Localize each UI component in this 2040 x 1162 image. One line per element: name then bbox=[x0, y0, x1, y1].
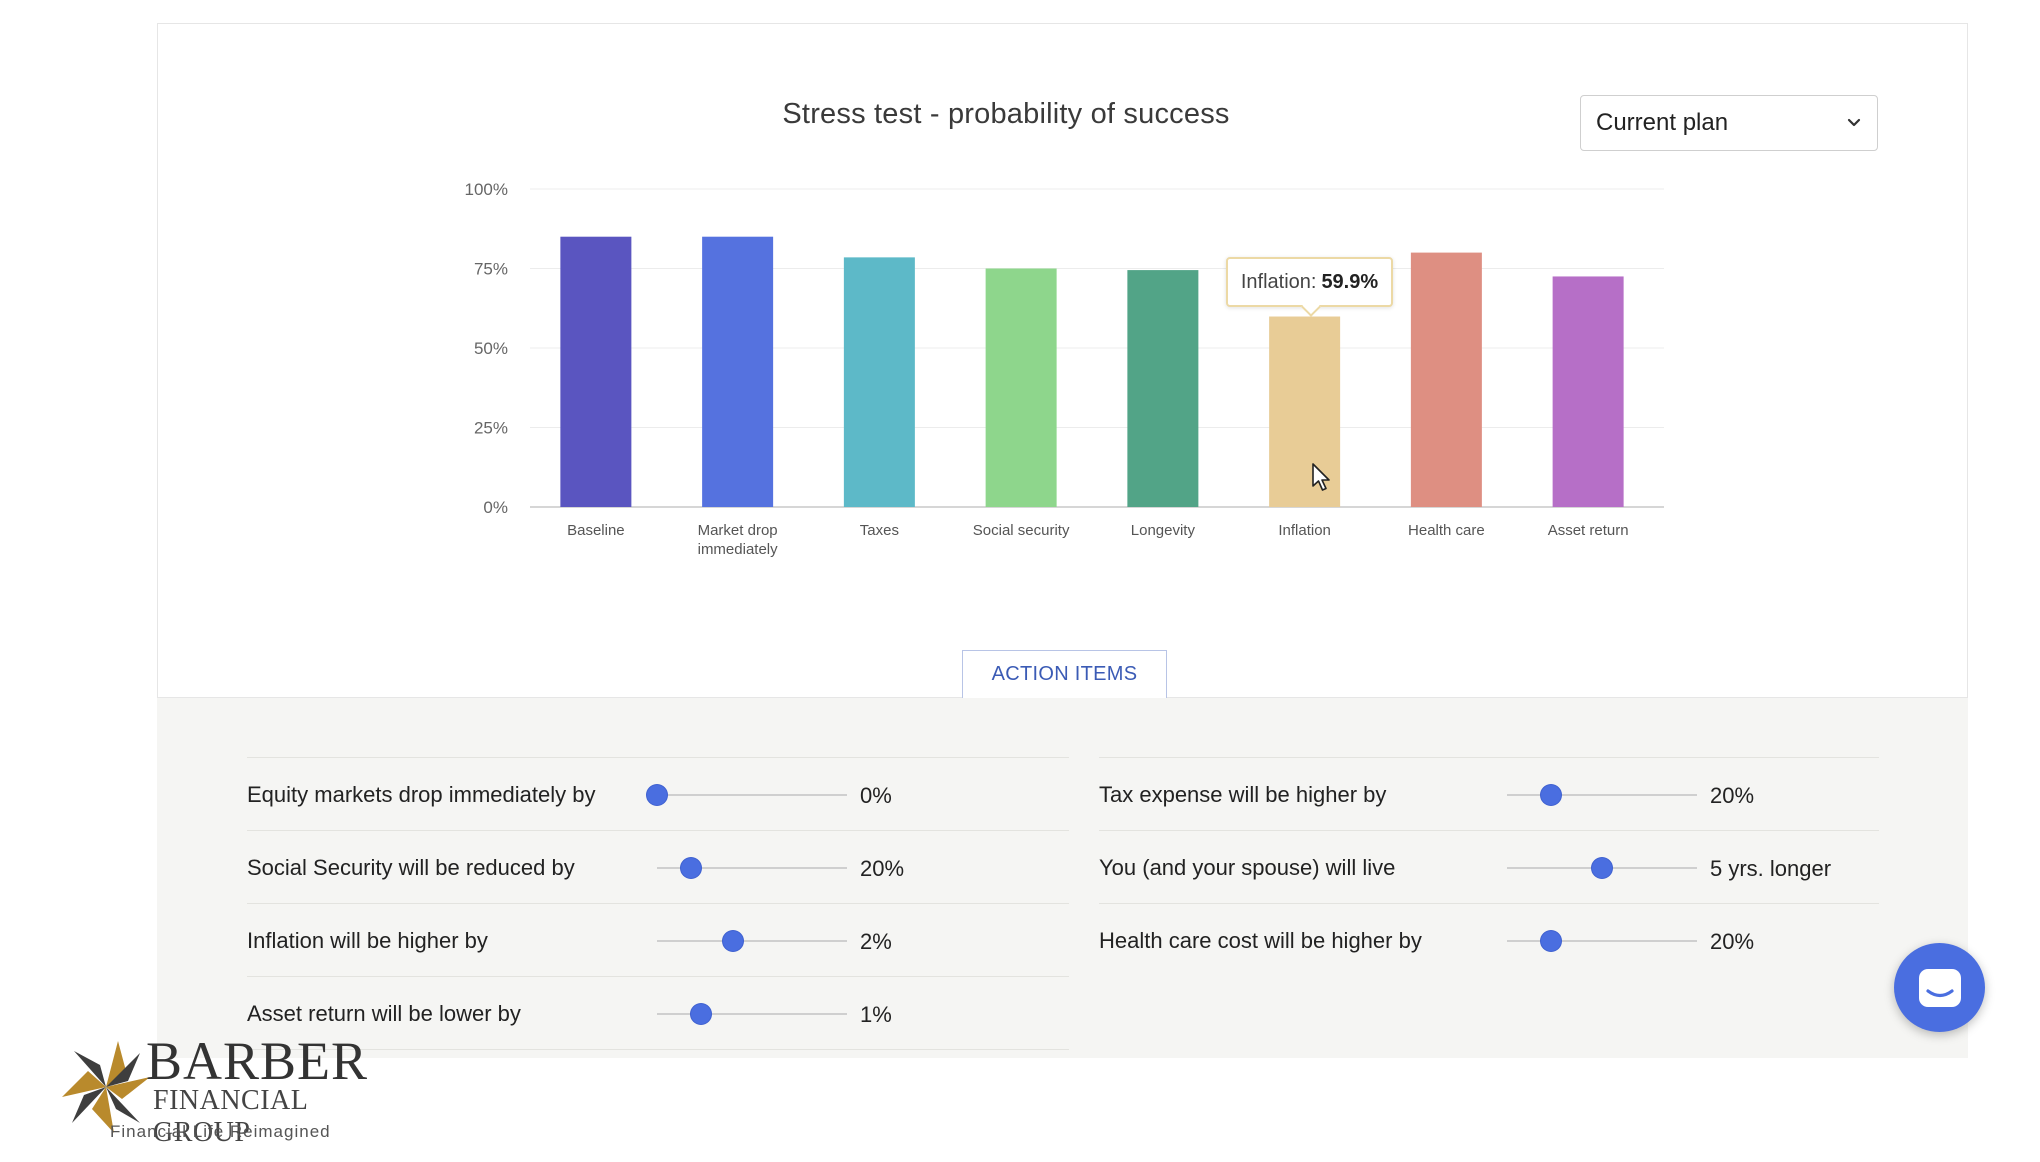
bar[interactable] bbox=[1127, 270, 1199, 507]
stress-input-value: 5 yrs. longer bbox=[1710, 856, 1832, 881]
x-category-label: Health care bbox=[1408, 522, 1485, 539]
chat-button[interactable] bbox=[1894, 943, 1985, 1032]
bar[interactable] bbox=[702, 236, 774, 507]
stress-input-row: Equity markets drop immediately by 0% bbox=[247, 757, 1069, 831]
stress-input-row: Inflation will be higher by 2% bbox=[247, 903, 1069, 977]
logo-tagline: Financial Life Reimagined bbox=[110, 1122, 331, 1141]
bar[interactable] bbox=[985, 268, 1057, 508]
logo-group: FINANCIAL GROUP bbox=[153, 1085, 308, 1148]
y-tick-label: 75% bbox=[474, 260, 508, 279]
chevron-down-icon bbox=[1847, 118, 1861, 127]
y-tick-label: 25% bbox=[474, 419, 508, 438]
stress-slider-handle[interactable] bbox=[723, 931, 743, 951]
stress-slider-handle[interactable] bbox=[690, 1004, 711, 1024]
logo-name: BARBER bbox=[146, 1031, 369, 1091]
y-tick-label: 50% bbox=[474, 339, 508, 358]
stress-slider-track[interactable] bbox=[1507, 940, 1697, 942]
x-category-label: Baseline bbox=[567, 522, 625, 539]
stress-slider-track[interactable] bbox=[657, 940, 847, 942]
stress-input-row: Tax expense will be higher by 20% bbox=[1099, 757, 1879, 831]
stress-inputs-panel bbox=[157, 698, 1968, 1058]
stress-input-row: Health care cost will be higher by 20% bbox=[1099, 903, 1879, 977]
stress-slider-handle[interactable] bbox=[1592, 858, 1612, 878]
stress-input-label: Social Security will be reduced by bbox=[247, 855, 575, 880]
stress-input-value: 0% bbox=[860, 783, 892, 808]
stress-slider-track[interactable] bbox=[657, 1013, 847, 1015]
stress-input-value: 20% bbox=[860, 856, 905, 881]
stress-slider-handle[interactable] bbox=[1540, 931, 1561, 951]
bar[interactable] bbox=[1552, 276, 1624, 507]
action-items-button[interactable]: ACTION ITEMS bbox=[962, 650, 1167, 698]
bar[interactable] bbox=[1269, 316, 1341, 507]
bar[interactable] bbox=[843, 257, 915, 507]
stress-input-label: Equity markets drop immediately by bbox=[247, 782, 596, 807]
chart-title: Stress test - probability of success bbox=[782, 98, 1230, 130]
chat-icon bbox=[1918, 968, 1961, 1007]
mouse-cursor-icon bbox=[1312, 463, 1330, 491]
x-category-label: Asset return bbox=[1548, 522, 1629, 539]
stress-input-value: 20% bbox=[1710, 783, 1755, 808]
plan-select[interactable]: Current plan bbox=[1580, 95, 1878, 151]
stress-input-label: Inflation will be higher by bbox=[247, 928, 488, 953]
x-category-label: Market drop immediately bbox=[698, 522, 779, 558]
logo-pinwheel-icon bbox=[62, 1041, 150, 1133]
x-category-label: Inflation bbox=[1278, 522, 1331, 539]
stress-input-label: You (and your spouse) will live bbox=[1099, 855, 1396, 880]
stress-input-label: Tax expense will be higher by bbox=[1099, 782, 1387, 807]
stress-input-row: You (and your spouse) will live 5 yrs. lo… bbox=[1099, 830, 1879, 904]
stress-input-label: Health care cost will be higher by bbox=[1099, 928, 1422, 953]
y-tick-label: 100% bbox=[465, 180, 508, 199]
bar[interactable] bbox=[560, 236, 632, 507]
stress-slider-handle[interactable] bbox=[1540, 785, 1561, 805]
company-logo: BARBER FINANCIAL GROUP Financial Life Re… bbox=[58, 1031, 388, 1148]
stress-input-value: 20% bbox=[1710, 929, 1755, 954]
stress-slider-track[interactable] bbox=[657, 794, 847, 796]
x-category-label: Social security bbox=[973, 522, 1070, 539]
bar-tooltip: Inflation: 59.9% bbox=[1226, 257, 1393, 307]
x-category-label: Longevity bbox=[1131, 522, 1196, 539]
stress-input-label: Asset return will be lower by bbox=[247, 1001, 521, 1026]
x-category-label: Taxes bbox=[860, 522, 899, 539]
stress-input-value: 2% bbox=[860, 929, 892, 954]
stress-slider-track[interactable] bbox=[1507, 794, 1697, 796]
tooltip-label: Inflation: bbox=[1240, 270, 1317, 293]
tooltip-value: 59.9% bbox=[1321, 270, 1379, 293]
stress-slider-handle[interactable] bbox=[681, 858, 702, 878]
stress-slider-handle[interactable] bbox=[647, 785, 667, 805]
bar-chart: 0% 25% 50% 75% 100% Baseline Market drop immedi… bbox=[465, 180, 1664, 558]
y-tick-label: 0% bbox=[483, 498, 508, 517]
stress-input-value: 1% bbox=[860, 1002, 892, 1027]
stress-input-row: Asset return will be lower by 1% bbox=[247, 976, 1069, 1050]
plan-select-value: Current plan bbox=[1596, 109, 1729, 136]
stress-input-row: Social Security will be reduced by 20% bbox=[247, 830, 1069, 904]
stress-slider-track[interactable] bbox=[657, 867, 847, 869]
bar[interactable] bbox=[1410, 252, 1482, 507]
